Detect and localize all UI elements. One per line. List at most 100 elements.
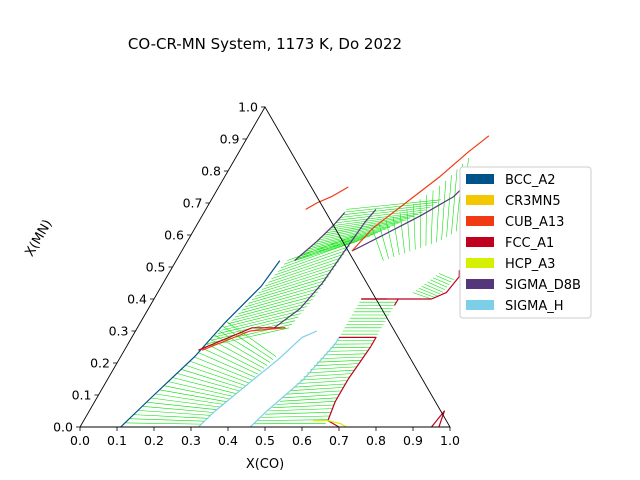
tie-line <box>446 175 452 238</box>
tie-line <box>290 387 344 391</box>
y-tick-label: 0.4 <box>127 292 147 307</box>
tie-line <box>323 221 403 236</box>
tie-line <box>251 276 329 301</box>
tie-line <box>265 261 340 287</box>
legend: BCC_A2 CR3MN5 CUB_A13 FCC_A1 HCP_A3 SIGMA_D8B… <box>459 166 592 319</box>
tie-line <box>261 415 330 418</box>
tie-line <box>224 306 307 328</box>
phase-boundary-cub_a13 <box>305 186 349 210</box>
tie-line <box>228 302 310 324</box>
tie-line <box>418 288 438 296</box>
tie-line <box>271 253 345 279</box>
tie-line <box>385 220 395 257</box>
legend-entry-label: CUB_A13 <box>505 215 564 230</box>
tie-line <box>339 207 430 218</box>
legend-entry-label: FCC_A1 <box>505 236 554 251</box>
tie-line <box>218 330 271 363</box>
y-tick-label: 0.8 <box>201 164 221 179</box>
phase-boundary-cub_a13 <box>201 327 286 351</box>
tie-line <box>406 208 411 252</box>
y-tick-label: 0.0 <box>53 420 73 435</box>
tie-line <box>217 313 301 334</box>
legend-entry-label: CR3MN5 <box>505 194 561 209</box>
tie-line <box>323 353 366 356</box>
legend-entry-label: SIGMA_D8B <box>505 278 581 293</box>
x-tick-label: 0.4 <box>218 433 238 448</box>
x-tick-label: 0.7 <box>329 433 349 448</box>
tie-line <box>206 343 262 372</box>
legend-entry-label: SIGMA_H <box>505 299 564 314</box>
tie-line <box>129 418 205 422</box>
tie-line <box>427 281 446 291</box>
tie-line <box>392 216 400 256</box>
y-tick-label: 0.2 <box>90 356 110 371</box>
tie-line <box>341 204 434 216</box>
tie-line <box>274 249 348 276</box>
tie-line <box>245 284 324 308</box>
legend-swatch <box>466 237 494 247</box>
y-axis-ticks: 0.0 0.1 0.2 0.3 0.4 0.5 0.6 0.7 0.8 0.9 1.0 <box>53 100 265 435</box>
tie-line <box>137 410 211 416</box>
tie-line <box>451 169 458 235</box>
x-tick-label: 0.6 <box>292 433 312 448</box>
tie-line <box>189 360 250 384</box>
legend-swatch <box>466 279 494 289</box>
tie-line <box>320 356 363 359</box>
y-tick-label: 0.9 <box>220 132 240 147</box>
legend-swatch <box>466 195 494 205</box>
x-tick-label: 0.2 <box>144 433 164 448</box>
x-tick-label: 0.5 <box>255 433 275 448</box>
tie-line <box>155 393 224 405</box>
tie-line <box>124 422 202 425</box>
tie-line <box>300 376 350 381</box>
y-axis-label: X(MN) <box>22 217 55 259</box>
phase-boundary-fcc_a1 <box>198 327 286 351</box>
tie-line <box>313 363 359 367</box>
tie-line <box>430 279 448 288</box>
phase-boundary-bcc_a2 <box>120 260 281 428</box>
x-tick-label: 1.0 <box>440 433 460 448</box>
x-tick-label: 0.1 <box>107 433 127 448</box>
x-tick-label: 0.3 <box>181 433 201 448</box>
y-tick-label: 0.7 <box>183 196 203 211</box>
tie-line <box>272 404 334 408</box>
y-tick-label: 0.5 <box>146 260 166 275</box>
tie-line <box>231 299 313 321</box>
tie-line <box>315 226 391 243</box>
phase-boundary-sigma_d8b <box>294 212 346 262</box>
tie-line <box>235 295 316 318</box>
tie-line <box>172 377 237 394</box>
tie-line <box>258 268 334 294</box>
tie-line <box>261 265 337 290</box>
ternary-axes <box>79 106 451 428</box>
ternary-frame <box>79 106 451 428</box>
tie-line <box>176 373 240 392</box>
tie-line <box>425 194 427 246</box>
tie-line <box>238 291 319 314</box>
tie-line <box>198 352 256 378</box>
tie-line <box>276 401 336 405</box>
tie-line <box>399 212 405 254</box>
tie-line <box>283 394 340 399</box>
tie-line <box>255 272 332 297</box>
tie-line <box>310 230 383 248</box>
tie-line <box>168 381 233 397</box>
y-tick-label: 0.1 <box>72 388 92 403</box>
legend-swatch <box>466 258 494 268</box>
tie-line <box>435 275 452 283</box>
tie-line <box>222 325 274 360</box>
tie-line <box>299 237 366 257</box>
legend-swatch <box>466 216 494 226</box>
x-axis-ticks: 0.0 0.1 0.2 0.3 0.4 0.5 0.6 0.7 0.8 0.9 1.0 <box>70 427 460 448</box>
phase-boundary-fcc_a1 <box>398 270 460 300</box>
tie-line <box>150 397 220 408</box>
tie-line <box>185 364 246 386</box>
tie-line <box>294 241 358 261</box>
tie-line <box>210 338 265 369</box>
tie-line <box>194 356 253 381</box>
phase-boundary-cub_a13 <box>351 135 490 252</box>
tie-line <box>279 397 338 402</box>
y-tick-label: 0.6 <box>164 228 184 243</box>
tie-line <box>438 273 454 281</box>
tie-line <box>317 360 361 363</box>
